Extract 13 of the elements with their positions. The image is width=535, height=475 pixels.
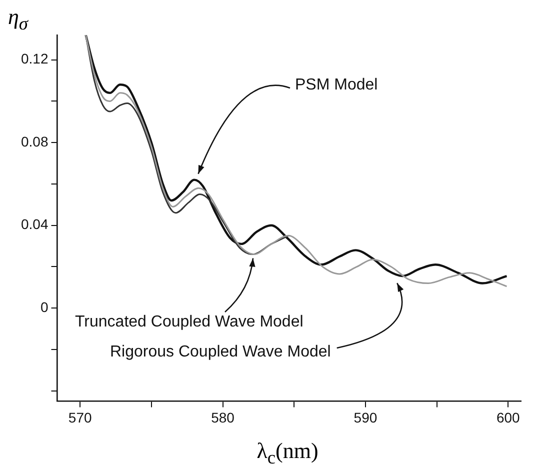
y-tick-label: 0.04 xyxy=(21,216,48,232)
x-tick-label: 580 xyxy=(211,409,235,426)
y-tick-label: 0.12 xyxy=(21,50,48,67)
y-tick-label: 0.08 xyxy=(21,133,48,150)
y-tick-label: 0 xyxy=(40,298,48,315)
x-tick-label: 600 xyxy=(496,409,520,426)
annotation: Truncated Coupled Wave Model xyxy=(75,313,304,330)
annotation: Rigorous Coupled Wave Model xyxy=(110,343,331,360)
x-tick-label: 570 xyxy=(68,409,92,426)
y-axis-title: η$_{σ}$ xyxy=(8,4,28,34)
x-tick-label: 590 xyxy=(354,409,378,426)
annotation: PSM Model xyxy=(295,76,378,94)
x-axis-title: λ$_{c}$(nm) xyxy=(256,438,320,468)
